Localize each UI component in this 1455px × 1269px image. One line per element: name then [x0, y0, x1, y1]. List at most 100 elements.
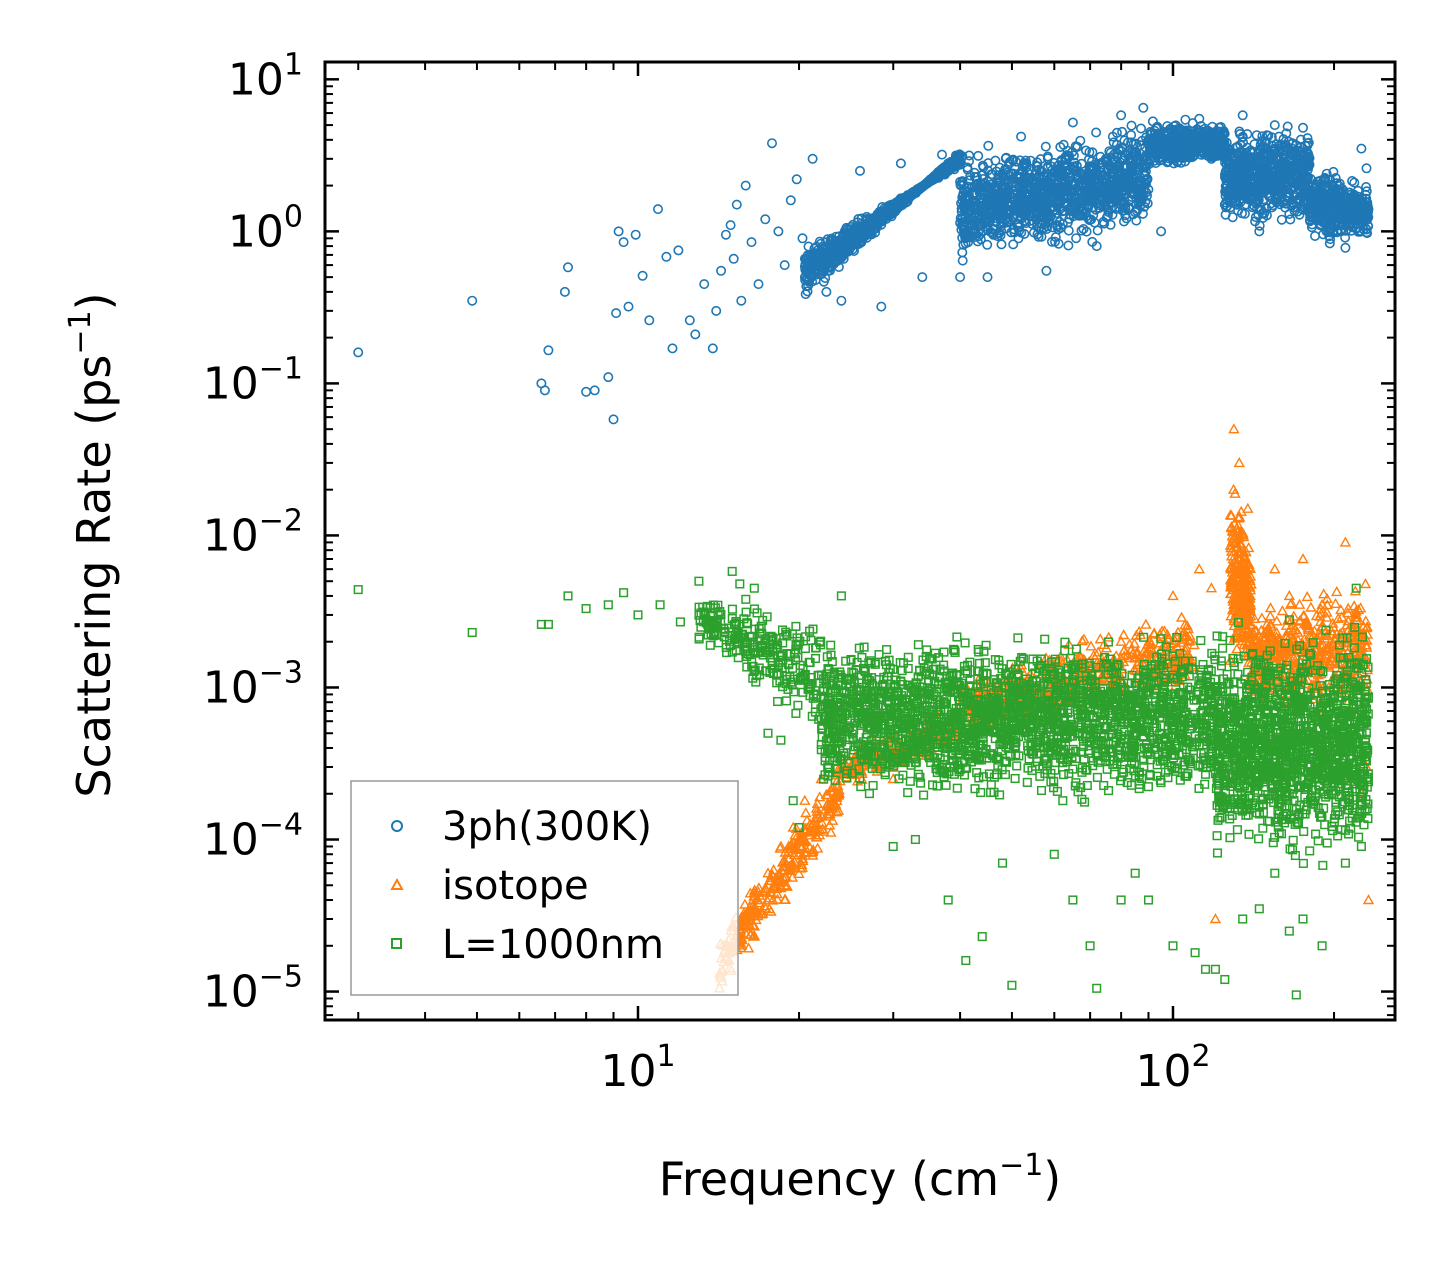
- point-isotope: [1118, 629, 1130, 640]
- point-isotope: [787, 837, 799, 848]
- point-isotope: [799, 794, 811, 805]
- point-isotope: [809, 812, 822, 823]
- point-isotope: [736, 939, 748, 950]
- point-isotope: [1362, 894, 1375, 905]
- point-isotope: [775, 864, 788, 875]
- point-isotope: [747, 930, 759, 941]
- point-isotope: [1264, 602, 1277, 613]
- point-isotope: [813, 829, 826, 840]
- point-isotope: [822, 810, 835, 821]
- point-3ph: [1276, 214, 1287, 225]
- point-isotope: [793, 867, 805, 878]
- point-isotope: [1175, 611, 1188, 622]
- point-isotope: [1167, 589, 1179, 601]
- point-isotope: [825, 826, 837, 837]
- point-isotope: [1184, 629, 1196, 640]
- point-3ph: [1063, 225, 1074, 236]
- point-isotope: [811, 842, 824, 853]
- point-isotope: [1061, 653, 1073, 664]
- point-isotope: [749, 902, 761, 913]
- point-isotope: [1339, 536, 1352, 547]
- point-isotope: [778, 861, 791, 872]
- point-isotope: [1131, 645, 1143, 656]
- point-isotope: [805, 846, 818, 857]
- point-isotope: [792, 835, 804, 846]
- point-isotope: [771, 887, 783, 899]
- point-isotope: [744, 887, 756, 898]
- point-isotope: [1085, 640, 1097, 651]
- point-isotope: [1182, 622, 1194, 634]
- point-isotope: [789, 829, 801, 840]
- point-isotope: [804, 825, 816, 836]
- point-isotope: [758, 900, 771, 911]
- point-isotope: [814, 823, 826, 834]
- point-isotope: [737, 916, 749, 927]
- point-isotope: [1078, 633, 1090, 644]
- point-isotope: [1183, 635, 1195, 646]
- point-isotope: [811, 831, 823, 842]
- point-isotope: [796, 849, 809, 860]
- point-isotope: [800, 835, 812, 846]
- point-isotope: [810, 802, 823, 813]
- point-isotope: [1118, 650, 1130, 661]
- point-isotope: [811, 797, 824, 808]
- point-isotope: [1128, 663, 1140, 675]
- point-isotope: [739, 915, 751, 926]
- point-isotope: [769, 877, 781, 888]
- point-isotope: [1228, 423, 1240, 434]
- point-isotope: [1359, 578, 1372, 589]
- point-3ph: [957, 255, 968, 266]
- point-isotope: [825, 799, 837, 810]
- point-isotope: [1283, 589, 1295, 601]
- point-isotope: [739, 898, 751, 909]
- point-isotope: [1127, 647, 1139, 659]
- point-isotope: [1205, 582, 1218, 593]
- point-isotope: [753, 897, 766, 908]
- point-isotope: [1140, 618, 1152, 629]
- point-isotope: [767, 864, 780, 875]
- point-isotope: [745, 928, 757, 939]
- point-isotope: [826, 795, 839, 806]
- point-isotope: [1293, 598, 1306, 609]
- point-isotope: [776, 876, 788, 887]
- point-isotope: [1180, 641, 1192, 652]
- point-3ph: [983, 140, 994, 151]
- point-3ph: [1126, 120, 1137, 131]
- point-3ph: [973, 150, 984, 161]
- point-isotope: [747, 919, 759, 930]
- point-isotope: [791, 830, 803, 841]
- point-isotope: [1242, 502, 1254, 513]
- point-isotope: [751, 892, 763, 903]
- point-isotope: [816, 810, 828, 821]
- point-isotope: [833, 789, 845, 800]
- point-isotope: [825, 785, 837, 796]
- point-isotope: [1100, 642, 1113, 653]
- point-isotope: [1264, 610, 1276, 621]
- point-isotope: [790, 843, 802, 854]
- point-isotope: [1171, 630, 1183, 642]
- point-3ph: [1091, 127, 1102, 138]
- point-3ph: [1040, 141, 1051, 152]
- point-isotope: [779, 893, 791, 904]
- point-isotope: [1276, 605, 1289, 616]
- point-isotope: [779, 856, 791, 867]
- point-3ph: [1136, 123, 1147, 134]
- point-isotope: [831, 769, 844, 780]
- point-isotope: [1076, 635, 1088, 646]
- point-isotope: [795, 841, 807, 852]
- point-isotope: [1329, 597, 1342, 608]
- point-isotope: [765, 905, 777, 916]
- point-isotope: [771, 893, 784, 904]
- point-isotope: [763, 874, 775, 886]
- point-isotope: [1145, 642, 1157, 653]
- point-isotope: [800, 807, 812, 818]
- point-isotope: [1297, 553, 1309, 564]
- point-isotope: [831, 806, 843, 817]
- point-isotope: [1193, 563, 1205, 574]
- point-isotope: [1233, 456, 1245, 468]
- point-isotope: [743, 902, 755, 913]
- point-3ph: [1063, 240, 1074, 251]
- point-3ph: [1071, 233, 1082, 244]
- point-isotope: [1094, 633, 1106, 644]
- point-3ph: [800, 289, 811, 300]
